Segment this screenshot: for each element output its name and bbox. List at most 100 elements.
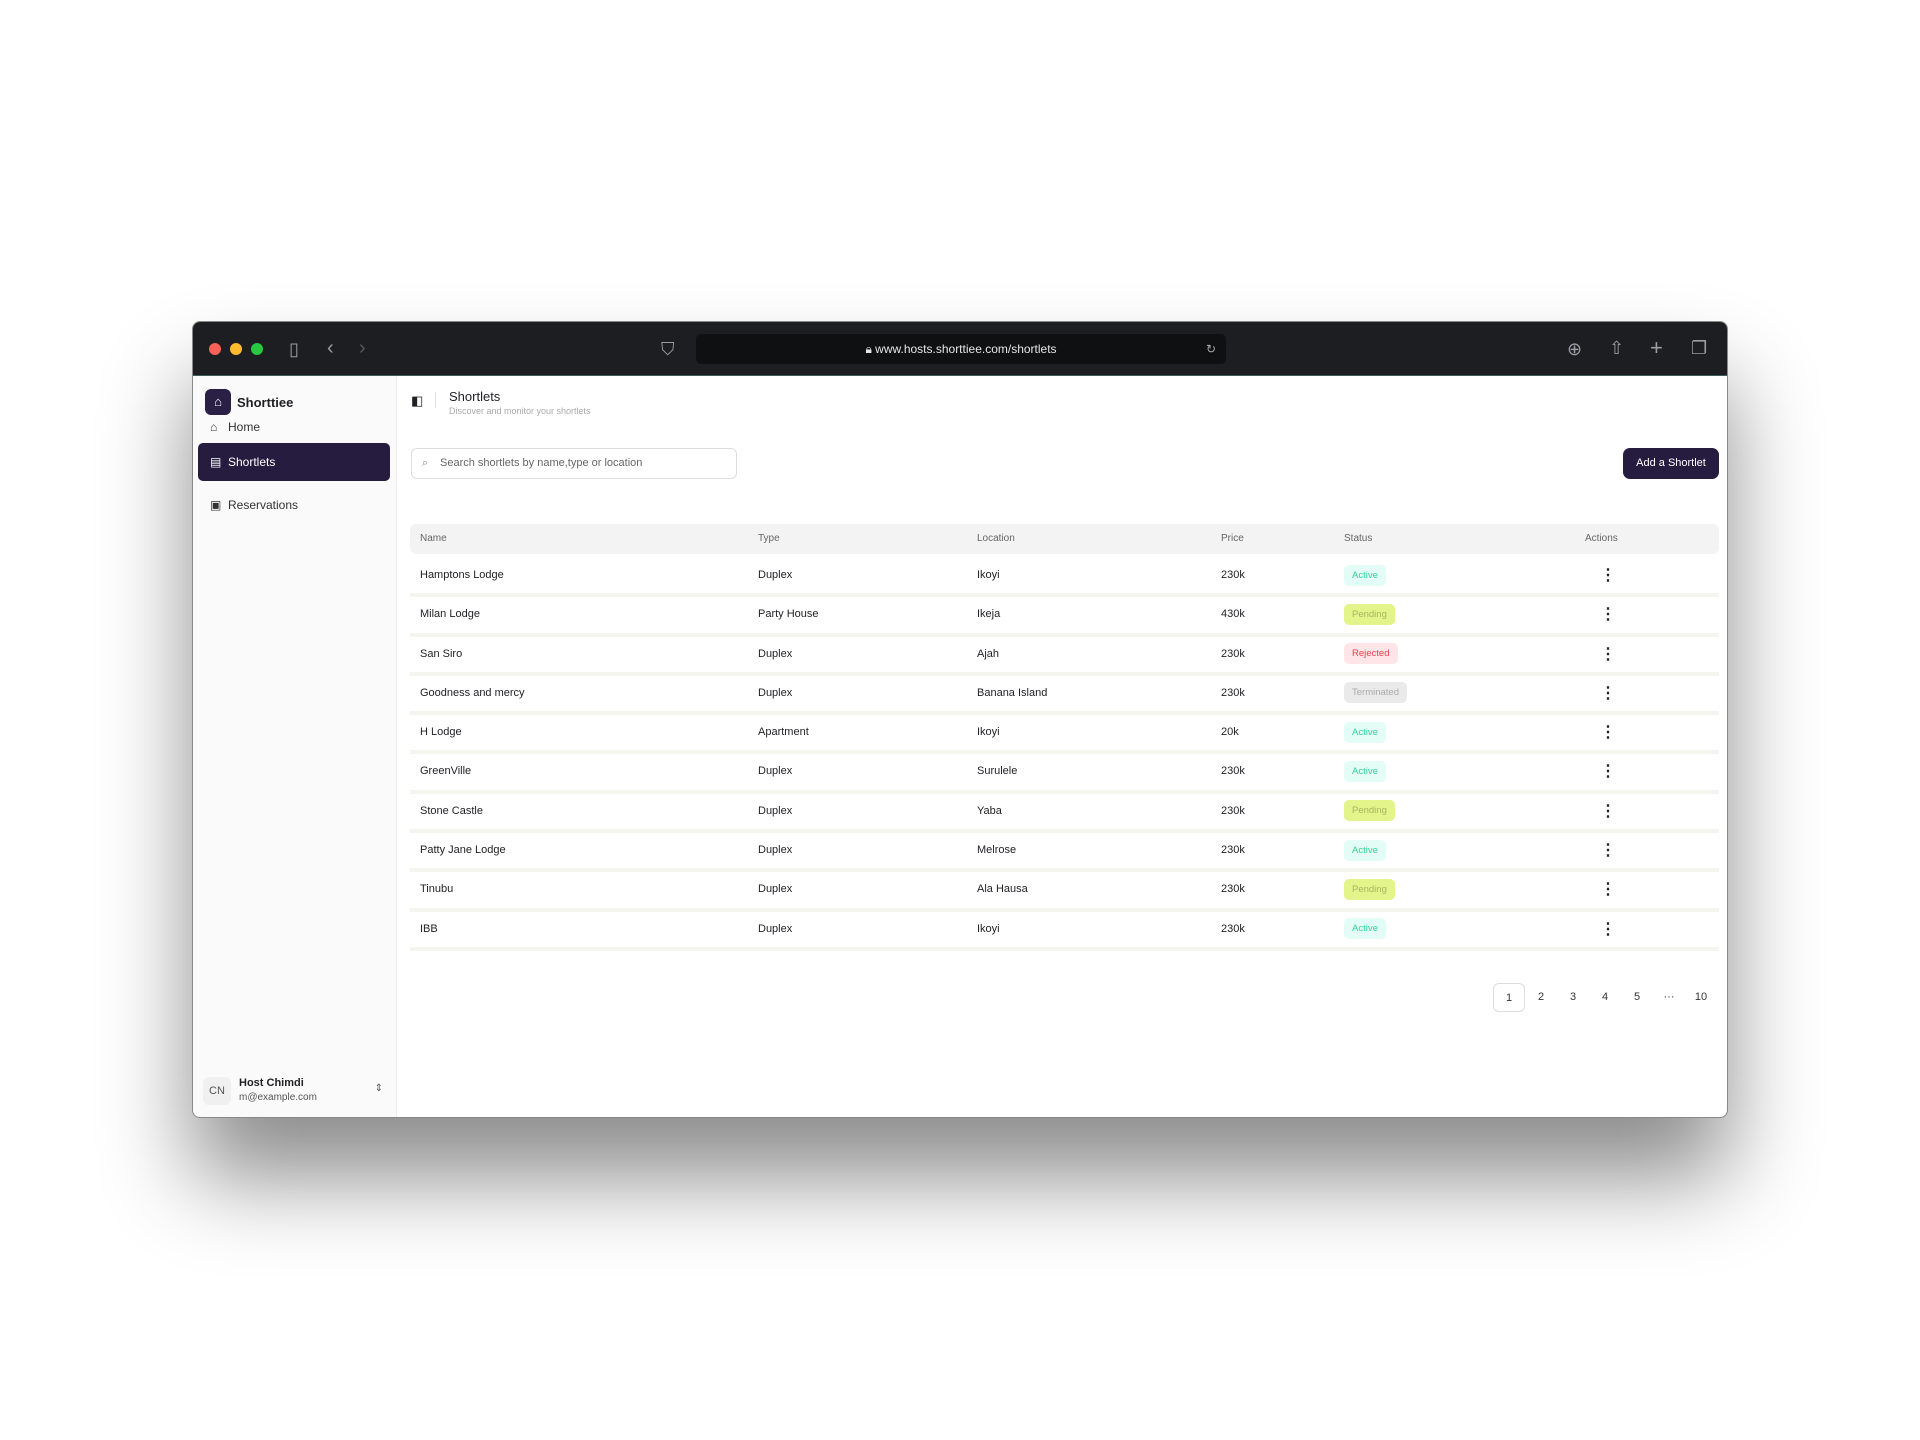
column-header-actions: Actions	[1585, 533, 1618, 544]
url-text: www.hosts.shorttiee.com/shortlets	[875, 342, 1057, 356]
tabs-overview-icon[interactable]: ❐	[1691, 338, 1708, 358]
share-icon[interactable]: ⇧	[1609, 338, 1625, 358]
cell-type: Duplex	[758, 569, 793, 581]
table-row[interactable]: San Siro Duplex Ajah 230k Rejected ⋮	[410, 637, 1719, 676]
cell-name: San Siro	[420, 647, 463, 660]
download-icon[interactable]: ⊕	[1567, 339, 1583, 359]
pagination-ellipsis: ···	[1663, 991, 1675, 1003]
column-header-name[interactable]: Name	[420, 533, 447, 544]
address-bar[interactable]: 🔒︎ www.hosts.shorttiee.com/shortlets ↻	[696, 334, 1226, 364]
back-icon[interactable]: ‹	[327, 337, 334, 359]
more-actions-icon[interactable]: ⋮	[1600, 684, 1616, 702]
brand-name: Shorttiee	[237, 395, 294, 410]
sidebar-item-label: Shortlets	[228, 455, 276, 469]
cell-location: Ala Hausa	[977, 883, 1028, 896]
page-10-button[interactable]: 10	[1694, 991, 1708, 1003]
table-row[interactable]: GreenVille Duplex Surulele 230k Active ⋮	[410, 754, 1719, 794]
user-email: m@example.com	[239, 1092, 317, 1103]
cell-name: GreenVille	[420, 765, 472, 778]
table-row[interactable]: Goodness and mercy Duplex Banana Island …	[410, 676, 1719, 716]
shield-icon[interactable]: ⛉	[661, 339, 675, 359]
cell-name: IBB	[420, 922, 438, 935]
brand-logo-icon: ⌂	[205, 389, 231, 415]
more-actions-icon[interactable]: ⋮	[1600, 881, 1616, 899]
more-actions-icon[interactable]: ⋮	[1600, 802, 1616, 820]
sidebar-toggle-icon[interactable]: ▯	[289, 339, 299, 359]
column-header-price[interactable]: Price	[1221, 533, 1244, 544]
maximize-window-button[interactable]	[251, 343, 263, 355]
main-content: ◧ Shortlets Discover and monitor your sh…	[397, 376, 1727, 1117]
status-badge: Terminated	[1344, 682, 1407, 704]
search-input[interactable]: ⌕ Search shortlets by name,type or locati…	[411, 448, 737, 479]
more-actions-icon[interactable]: ⋮	[1600, 763, 1616, 781]
table-body: Hamptons Lodge Duplex Ikoyi 230k Active …	[410, 558, 1719, 951]
cell-type: Duplex	[758, 922, 793, 935]
table-row[interactable]: Tinubu Duplex Ala Hausa 230k Pending ⋮	[410, 872, 1719, 912]
more-actions-icon[interactable]: ⋮	[1600, 920, 1616, 938]
cell-location: Ikoyi	[977, 569, 1000, 581]
status-badge: Pending	[1344, 800, 1395, 822]
cell-price: 20k	[1221, 726, 1239, 739]
calendar-icon: ▣	[210, 498, 222, 512]
forward-icon[interactable]: ›	[359, 337, 366, 359]
pagination: 1 2 3 4 5 ··· 10	[1493, 983, 1717, 1012]
more-actions-icon[interactable]: ⋮	[1600, 724, 1616, 742]
sidebar: ⌂ Shorttiee ⌂ Home ▤ Shortlets ▣ Reservatio…	[193, 376, 397, 1117]
cell-location: Ikoyi	[977, 922, 1000, 935]
status-badge: Pending	[1344, 603, 1395, 625]
more-actions-icon[interactable]: ⋮	[1600, 645, 1616, 663]
more-actions-icon[interactable]: ⋮	[1600, 842, 1616, 860]
reload-icon[interactable]: ↻	[1205, 342, 1216, 356]
table-row[interactable]: Hamptons Lodge Duplex Ikoyi 230k Active …	[410, 558, 1719, 598]
sidebar-item-shortlets[interactable]: ▤ Shortlets	[198, 443, 390, 481]
search-icon: ⌕	[422, 457, 429, 469]
status-badge: Active	[1344, 839, 1386, 861]
more-actions-icon[interactable]: ⋮	[1600, 606, 1616, 624]
cell-price: 230k	[1221, 765, 1245, 778]
cell-location: Yaba	[977, 804, 1002, 817]
browser-toolbar: ▯ ‹ › ⛉ 🔒︎ www.hosts.shorttiee.com/short…	[193, 322, 1727, 376]
avatar: CN	[203, 1077, 231, 1105]
cell-type: Duplex	[758, 844, 793, 857]
add-shortlet-button[interactable]: Add a Shortlet	[1623, 448, 1719, 479]
table-row[interactable]: Milan Lodge Party House Ikeja 430k Pendi…	[410, 597, 1719, 637]
cell-price: 230k	[1221, 883, 1245, 896]
sidebar-item-label: Home	[228, 420, 261, 434]
cell-name: Stone Castle	[420, 804, 483, 817]
table-row[interactable]: IBB Duplex Ikoyi 230k Active ⋮	[410, 912, 1719, 951]
page-1-button[interactable]: 1	[1493, 983, 1525, 1012]
cell-location: Ajah	[977, 647, 1000, 660]
home-icon: ⌂	[210, 420, 218, 434]
page-2-button[interactable]: 2	[1537, 991, 1545, 1003]
column-header-type[interactable]: Type	[758, 533, 780, 544]
cell-price: 230k	[1221, 804, 1245, 817]
user-menu[interactable]: CN Host Chimdi m@example.com ⇕	[203, 1075, 387, 1109]
divider	[435, 392, 436, 408]
more-actions-icon[interactable]: ⋮	[1600, 567, 1616, 584]
cell-name: Milan Lodge	[420, 608, 480, 621]
cell-name: H Lodge	[420, 726, 462, 739]
status-badge: Active	[1344, 721, 1386, 743]
cell-price: 230k	[1221, 686, 1245, 699]
table-row[interactable]: Stone Castle Duplex Yaba 230k Pending ⋮	[410, 794, 1719, 834]
close-window-button[interactable]	[209, 343, 221, 355]
table-row[interactable]: Patty Jane Lodge Duplex Melrose 230k Act…	[410, 833, 1719, 873]
table-row[interactable]: H Lodge Apartment Ikoyi 20k Active ⋮	[410, 715, 1719, 755]
sidebar-item-reservations[interactable]: ▣ Reservations	[198, 486, 390, 524]
new-tab-icon[interactable]: +	[1650, 335, 1663, 360]
cell-type: Apartment	[758, 726, 809, 739]
cell-price: 230k	[1221, 922, 1245, 935]
page-4-button[interactable]: 4	[1601, 991, 1609, 1003]
status-badge: Rejected	[1344, 643, 1398, 665]
minimize-window-button[interactable]	[230, 343, 242, 355]
column-header-status[interactable]: Status	[1344, 533, 1373, 544]
panel-toggle-icon[interactable]: ◧	[411, 393, 424, 408]
column-header-location[interactable]: Location	[977, 533, 1015, 544]
status-badge: Pending	[1344, 878, 1395, 900]
sidebar-item-home[interactable]: ⌂ Home	[198, 408, 390, 446]
page-3-button[interactable]: 3	[1569, 991, 1577, 1003]
page-5-button[interactable]: 5	[1633, 991, 1641, 1003]
building-icon: ▤	[210, 455, 222, 469]
cell-name: Hamptons Lodge	[420, 569, 504, 581]
sidebar-item-label: Reservations	[228, 498, 299, 512]
